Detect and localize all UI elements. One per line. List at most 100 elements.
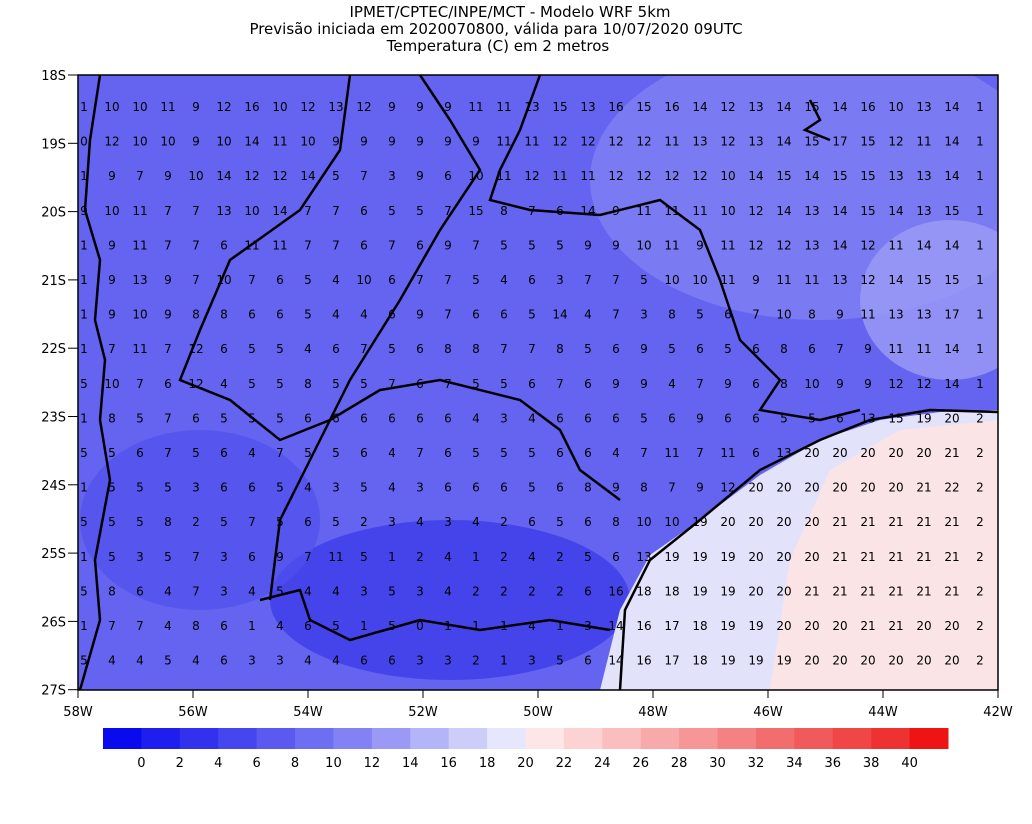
grid-value: 18 [692,619,707,633]
grid-value: 13 [636,550,651,564]
grid-value: 11 [552,169,567,183]
grid-value: 21 [832,550,847,564]
grid-value: 1 [976,308,984,322]
grid-value: 10 [636,238,651,252]
grid-value: 9 [416,100,424,114]
grid-value: 6 [220,619,228,633]
grid-value: 4 [192,654,200,668]
grid-value: 20 [804,654,819,668]
grid-value: 7 [136,619,144,633]
grid-value: 6 [696,342,704,356]
grid-value: 9 [696,481,704,495]
grid-value: 5 [80,446,88,460]
grid-value: 20 [804,619,819,633]
grid-value: 7 [164,446,172,460]
grid-value: 5 [276,515,284,529]
grid-value: 6 [752,446,760,460]
grid-value: 12 [720,481,735,495]
grid-value: 21 [832,515,847,529]
grid-value: 4 [304,481,312,495]
grid-value: 6 [360,238,368,252]
grid-value: 6 [304,411,312,425]
grid-value: 16 [636,619,651,633]
grid-value: 6 [556,204,564,218]
colorbar-box [909,728,949,749]
grid-value: 4 [164,584,172,598]
grid-value: 6 [388,273,396,287]
grid-value: 3 [388,515,396,529]
grid-value: 12 [888,377,903,391]
grid-value: 1 [976,169,984,183]
grid-value: 10 [272,100,287,114]
grid-value: 9 [612,377,620,391]
colorbar-box [525,728,565,749]
grid-value: 1 [500,654,508,668]
grid-value: 4 [332,584,340,598]
grid-value: 9 [164,169,172,183]
grid-value: 5 [80,584,88,598]
grid-value: 20 [776,550,791,564]
grid-value: 20 [804,550,819,564]
grid-value: 8 [304,377,312,391]
grid-value: 2 [556,550,564,564]
grid-value: 7 [388,377,396,391]
grid-value: 11 [468,100,483,114]
grid-value: 12 [608,135,623,149]
grid-value: 5 [500,377,508,391]
grid-value: 4 [612,446,620,460]
grid-value: 12 [244,169,259,183]
grid-value: 1 [80,273,88,287]
grid-value: 12 [188,342,203,356]
grid-value: 14 [300,169,315,183]
grid-value: 12 [692,169,707,183]
grid-value: 19 [748,654,763,668]
grid-value: 21 [916,584,931,598]
grid-value: 6 [752,377,760,391]
colorbar-label: 32 [748,756,765,771]
grid-value: 5 [164,481,172,495]
grid-value: 8 [640,481,648,495]
grid-value: 5 [416,204,424,218]
grid-value: 13 [804,238,819,252]
grid-value: 11 [580,169,595,183]
grid-value: 15 [468,204,483,218]
grid-value: 12 [916,377,931,391]
grid-value: 11 [664,446,679,460]
lat-label: 25S [41,547,66,562]
grid-value: 15 [888,411,903,425]
grid-value: 12 [300,100,315,114]
grid-value: 9 [696,411,704,425]
grid-value: 21 [916,515,931,529]
grid-value: 5 [584,550,592,564]
grid-value: 7 [444,377,452,391]
grid-value: 10 [104,377,119,391]
grid-value: 3 [416,481,424,495]
grid-value: 20 [944,411,959,425]
lat-label: 26S [41,615,66,630]
grid-value: 13 [692,135,707,149]
grid-value: 13 [916,169,931,183]
colorbar-label: 0 [137,756,145,771]
grid-value: 18 [636,584,651,598]
grid-value: 6 [416,411,424,425]
grid-value: 10 [636,515,651,529]
grid-value: 6 [388,411,396,425]
grid-value: 12 [720,100,735,114]
grid-value: 14 [944,377,959,391]
grid-value: 11 [888,238,903,252]
grid-value: 6 [584,584,592,598]
grid-value: 10 [664,515,679,529]
grid-value: 12 [188,377,203,391]
grid-value: 14 [944,169,959,183]
grid-value: 5 [276,377,284,391]
grid-value: 6 [724,411,732,425]
grid-value: 3 [192,481,200,495]
grid-value: 7 [136,377,144,391]
grid-value: 9 [864,377,872,391]
grid-value: 12 [552,135,567,149]
grid-value: 5 [276,411,284,425]
grid-value: 3 [500,411,508,425]
grid-value: 1 [80,619,88,633]
grid-value: 3 [416,654,424,668]
grid-value: 7 [192,204,200,218]
